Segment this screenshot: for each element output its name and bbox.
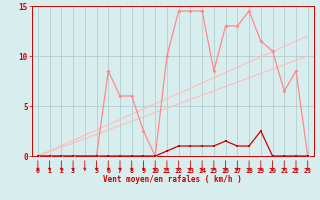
X-axis label: Vent moyen/en rafales ( km/h ): Vent moyen/en rafales ( km/h ) — [103, 175, 242, 184]
